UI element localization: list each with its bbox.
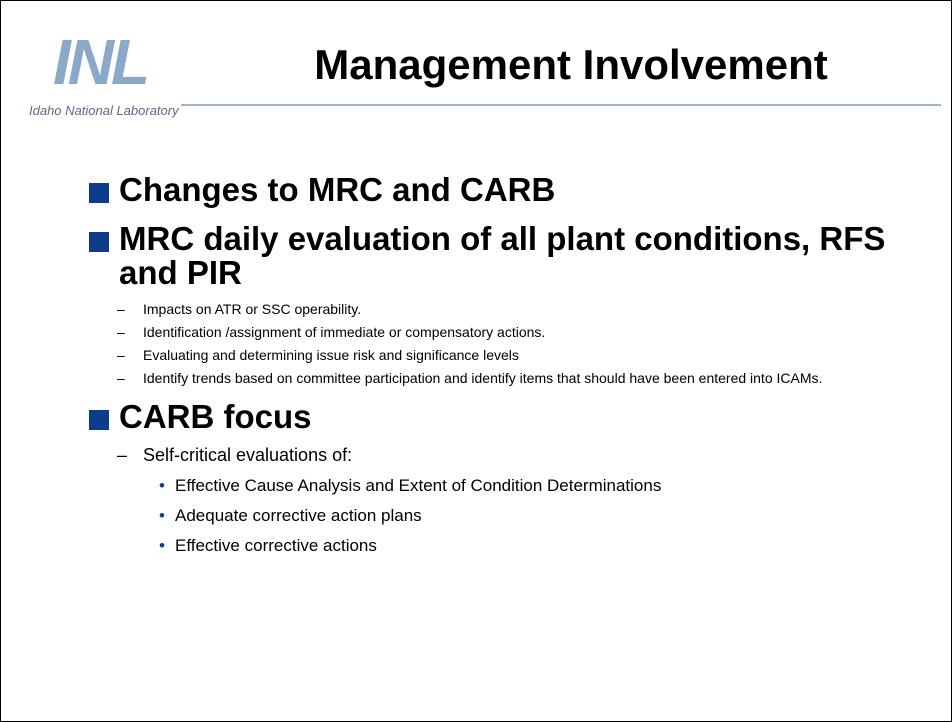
sub-bullet: Identify trends based on committee parti…	[117, 370, 889, 386]
logo-text: INL	[53, 26, 150, 98]
sub-bullet: Identification /assignment of immediate …	[117, 324, 889, 340]
header-rule	[181, 104, 941, 106]
bullet: CARB focus	[89, 399, 889, 435]
bullet-group: Changes to MRC and CARB	[89, 172, 889, 208]
bullet-group: CARB focus Self-critical evaluations of: E…	[89, 399, 889, 556]
sub-sub-bullet: Effective Cause Analysis and Extent of C…	[159, 476, 889, 496]
slide-body: Changes to MRC and CARB MRC daily evaluat…	[89, 172, 889, 570]
bullet: Changes to MRC and CARB	[89, 172, 889, 208]
bullet: MRC daily evaluation of all plant condit…	[89, 221, 889, 291]
sub-sub-bullet: Adequate corrective action plans	[159, 506, 889, 526]
sub-bullet: Self-critical evaluations of:	[117, 445, 889, 466]
sub-sub-bullet: Effective corrective actions	[159, 536, 889, 556]
sub-bullet: Impacts on ATR or SSC operability.	[117, 301, 889, 317]
sub-bullet: Evaluating and determining issue risk an…	[117, 347, 889, 363]
logo-subtext: Idaho National Laboratory	[29, 103, 179, 118]
logo: INL Idaho National Laboratory	[13, 11, 183, 118]
bullet-group: MRC daily evaluation of all plant condit…	[89, 221, 889, 386]
slide-title: Management Involvement	[314, 41, 828, 88]
